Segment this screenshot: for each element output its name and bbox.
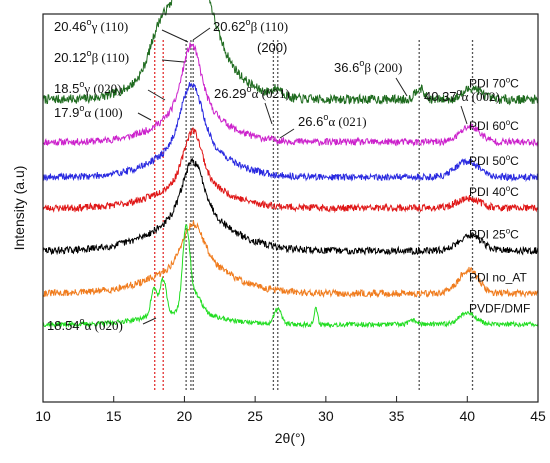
- annotation-g110-arrow: [161, 29, 189, 43]
- x-tick-label: 45: [530, 408, 546, 424]
- annotation-a100: 17.9oα (100): [54, 103, 123, 120]
- series-line: [42, 224, 539, 329]
- x-axis-ticks: 10 15 20 25 30 35 40 45: [35, 396, 546, 424]
- series-label: PDI 60oC: [469, 118, 519, 133]
- x-tick-label: 40: [459, 408, 475, 424]
- x-tick-label: 25: [247, 408, 263, 424]
- annotation-g110: 20.46oγ (110): [54, 17, 128, 34]
- series-label: PVDF/DMF: [469, 301, 530, 315]
- annotation-b200: 36.6oβ (200): [334, 58, 402, 75]
- annotation-b200-arrow: [395, 77, 408, 97]
- x-axis-title: 2θ(°): [275, 430, 306, 446]
- annotation-a021a-arrow: [264, 102, 273, 125]
- annotation-b110b-arrow: [161, 59, 185, 63]
- x-tick-label: 15: [106, 408, 122, 424]
- series-label: PDI 25oC: [469, 227, 519, 242]
- series-label: PDI 40oC: [469, 184, 519, 199]
- annotation-b110: 20.62oβ (110): [213, 17, 288, 34]
- annotation-g020-arrow: [147, 89, 166, 101]
- x-tick-label: 30: [318, 408, 334, 424]
- annotation-g020: 18.5oγ (020): [54, 79, 121, 96]
- annotation-a020-arrow: [142, 317, 157, 325]
- x-tick-label: 20: [177, 408, 193, 424]
- series-line: [42, 82, 539, 183]
- series-line: [42, 220, 539, 299]
- annotation-a020: 18.54oα (020): [47, 316, 123, 333]
- annotation-a021a: 26.29oα (021): [214, 84, 290, 101]
- series-line: [42, 0, 539, 106]
- peak-annotations: 20.46oγ (110) 20.62oβ (110) (200) 20.12o…: [47, 17, 500, 333]
- annotation-a100-arrow: [137, 112, 152, 121]
- annotation-a002: 40.37oα (002): [424, 87, 500, 104]
- series-label: PDI 70oC: [469, 75, 519, 90]
- x-tick-label: 10: [35, 408, 51, 424]
- annotation-b110-arrow: [192, 27, 211, 41]
- diffraction-curves: [42, 0, 539, 329]
- series-line: [42, 127, 539, 214]
- series-line: [42, 157, 539, 256]
- plot-frame: [42, 13, 539, 403]
- annotation-a021b: 26.6oα (021): [298, 112, 367, 129]
- series-labels: PDI 70oC PDI 60oC PDI 50oC PDI 40oC PDI 25oC…: [469, 75, 530, 315]
- annotation-a021b-arrow: [279, 128, 295, 139]
- series-label: PDI no_AT: [469, 270, 527, 284]
- annotation-b110b: 20.12oβ (110): [54, 48, 129, 65]
- x-tick-label: 35: [389, 408, 405, 424]
- annotation-a002-arrow: [460, 105, 468, 125]
- y-axis-title: Intensity (a.u): [11, 166, 27, 251]
- annotation-200: (200): [257, 40, 287, 55]
- series-line: [42, 42, 539, 147]
- series-label: PDI 50oC: [469, 153, 519, 168]
